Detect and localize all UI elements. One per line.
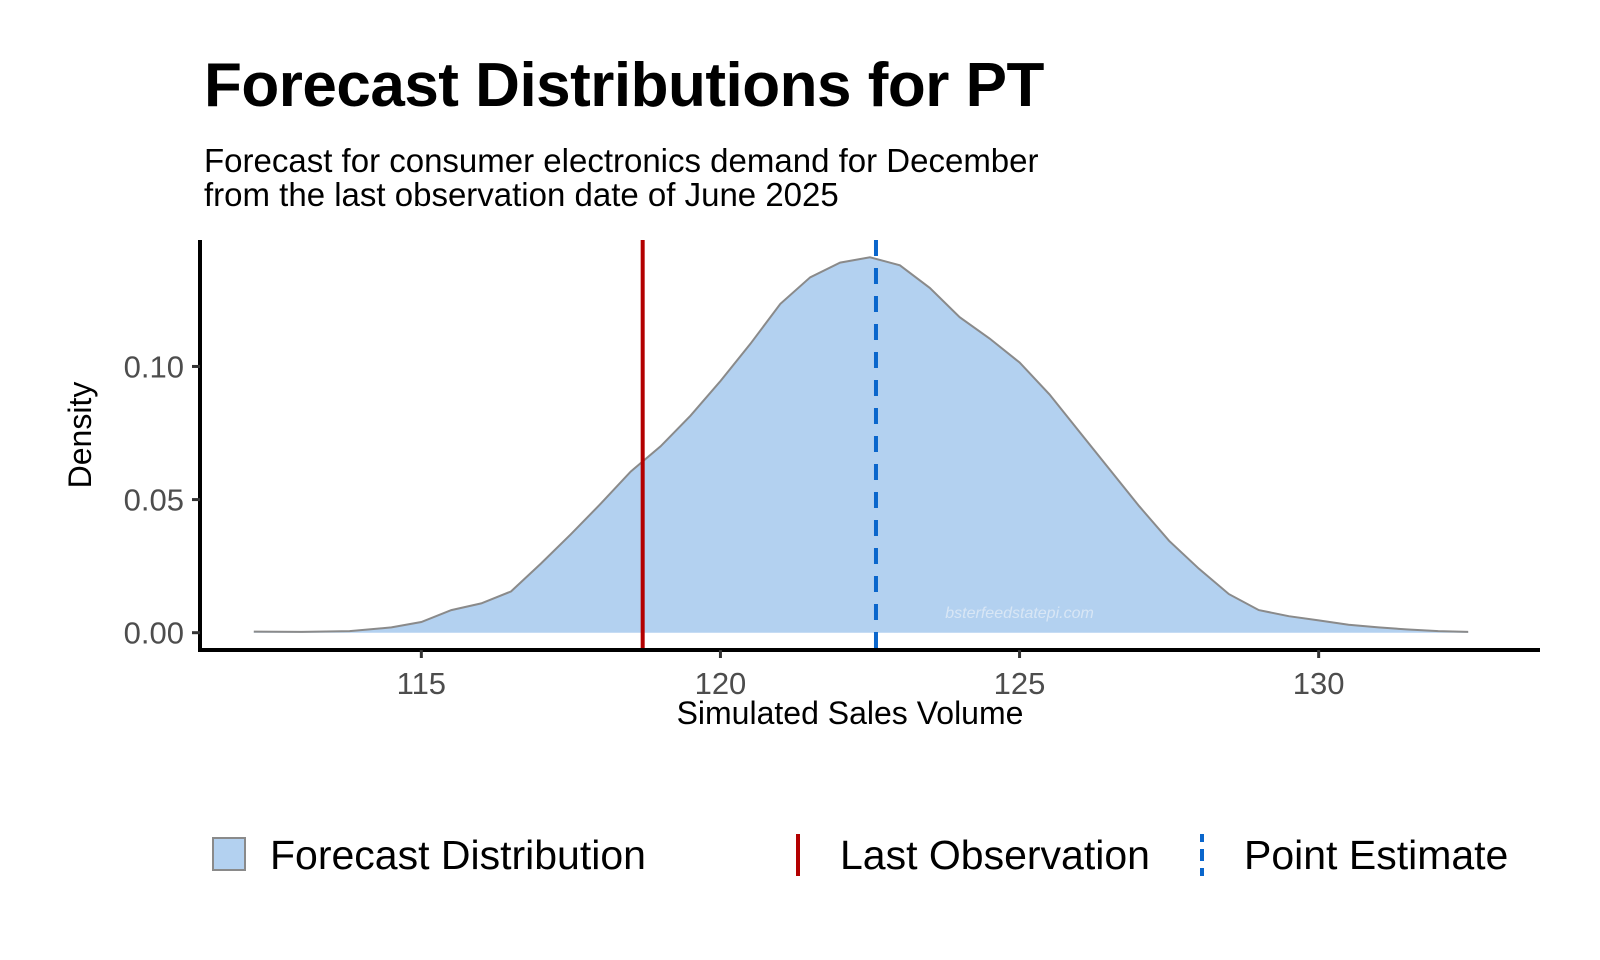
legend-label: Point Estimate (1244, 831, 1509, 878)
chart-subtitle: Forecast for consumer electronics demand… (204, 144, 1039, 212)
x-axis-label: Simulated Sales Volume (677, 695, 1024, 731)
y-tick-label: 0.05 (124, 483, 184, 518)
y-tick-label: 0.00 (124, 616, 184, 651)
x-tick-label: 125 (994, 666, 1046, 701)
plot-marks (253, 240, 1469, 650)
subtitle-line-2: from the last observation date of June 2… (204, 176, 839, 213)
x-tick-label: 115 (397, 666, 446, 701)
legend-item-forecast-distribution: Forecast Distribution (206, 820, 646, 890)
x-tick-label: 130 (1293, 666, 1345, 701)
legend-item-last-observation: Last Observation (776, 820, 1150, 890)
density-chart: bsterfeedstatepi.com 115 120 125 130 0.00 0.0… (62, 240, 1540, 731)
legend: Forecast Distribution Last Observation P… (0, 820, 1600, 890)
legend-label: Forecast Distribution (270, 831, 646, 878)
legend-item-point-estimate: Point Estimate (1180, 820, 1508, 890)
legend-key-fill-swatch (206, 831, 250, 879)
y-tick-label: 0.10 (124, 349, 184, 384)
watermark-text: bsterfeedstatepi.com (945, 605, 1094, 622)
density-area (253, 257, 1469, 633)
legend-key-solid-line (776, 831, 820, 879)
axes: 115 120 125 130 0.00 0.05 0.10 (124, 240, 1540, 701)
chart-title: Forecast Distributions for PT (204, 51, 1044, 120)
x-tick-label: 120 (695, 666, 747, 701)
y-axis-label: Density (62, 382, 98, 489)
legend-label: Last Observation (840, 831, 1150, 878)
density-outline (253, 256, 1469, 633)
legend-key-dashed-line (1180, 831, 1224, 879)
subtitle-line-1: Forecast for consumer electronics demand… (204, 142, 1039, 179)
